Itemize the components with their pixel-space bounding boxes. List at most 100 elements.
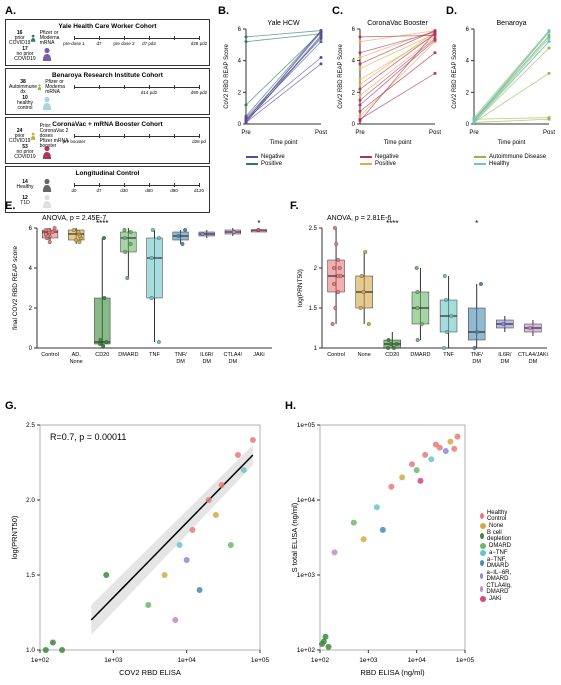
- svg-text:1e+04: 1e+04: [178, 657, 197, 664]
- svg-text:1e+05: 1e+05: [251, 657, 270, 664]
- svg-text:0: 0: [29, 346, 33, 352]
- svg-text:2.0: 2.0: [26, 497, 35, 504]
- svg-text:Post: Post: [429, 130, 441, 136]
- svg-text:DMARD: DMARD: [118, 352, 138, 358]
- svg-text:IL6R/: IL6R/: [498, 352, 512, 358]
- svg-text:DM: DM: [501, 359, 510, 365]
- panel-b: B. Yale HCW0246PrePostTime pointCoV2 RBD…: [218, 5, 328, 168]
- svg-text:CoV2 RBD REAP Score: CoV2 RBD REAP Score: [338, 44, 344, 109]
- svg-text:2: 2: [314, 266, 318, 272]
- svg-text:0: 0: [466, 122, 470, 128]
- svg-text:6: 6: [29, 226, 33, 232]
- svg-text:1: 1: [314, 346, 318, 352]
- svg-text:1e+02: 1e+02: [297, 647, 316, 654]
- svg-text:2: 2: [352, 90, 356, 96]
- svg-text:1e+03: 1e+03: [359, 657, 378, 664]
- panel-f-label: F.: [290, 200, 299, 212]
- svg-text:Time point: Time point: [270, 140, 298, 146]
- svg-text:CD20: CD20: [385, 352, 399, 358]
- svg-text:4: 4: [29, 266, 33, 272]
- cohort-box: Benaroya Research Institute Cohort38Auto…: [5, 68, 210, 115]
- svg-text:Control: Control: [327, 352, 345, 358]
- svg-text:2: 2: [238, 90, 242, 96]
- cohort-box: Yale Health Care Worker Cohort16prior CO…: [5, 19, 210, 66]
- svg-text:Benaroya: Benaroya: [497, 20, 527, 27]
- svg-text:DMARD: DMARD: [410, 352, 430, 358]
- svg-text:4: 4: [352, 59, 356, 65]
- svg-text:TNF: TNF: [443, 352, 454, 358]
- svg-text:None: None: [70, 359, 83, 365]
- svg-text:TNF: TNF: [149, 352, 160, 358]
- panel-c: C. CoronaVac Booster0246PrePostTime poin…: [332, 5, 442, 168]
- svg-text:RBD ELISA (ng/ml): RBD ELISA (ng/ml): [360, 668, 425, 677]
- svg-text:R=0.7, p = 0.00011: R=0.7, p = 0.00011: [50, 432, 126, 442]
- panel-f: F. ANOVA, p = 2.81E-6 1 1.5 2 2.5 log(PRNT50)…: [290, 200, 555, 387]
- svg-text:CD20: CD20: [95, 352, 109, 358]
- svg-text:1e+04: 1e+04: [408, 657, 427, 664]
- panel-h: H. 1e+02 1e+03 1e+04 1e+05 1e+02 1e+03 1e+04 1e…: [285, 400, 475, 682]
- panel-e: E. ANOVA, p = 2.45E-70246final COV2 RBD …: [5, 200, 280, 387]
- panel-b-label: B.: [218, 5, 229, 17]
- svg-text:1e+05: 1e+05: [456, 657, 475, 664]
- svg-text:1e+03: 1e+03: [104, 657, 123, 664]
- svg-text:CoV2 RBD REAP Score: CoV2 RBD REAP Score: [452, 44, 458, 109]
- svg-text:1e+03: 1e+03: [297, 572, 316, 579]
- svg-text:4: 4: [466, 59, 470, 65]
- panel-c-label: C.: [332, 5, 343, 17]
- svg-text:Post: Post: [543, 130, 555, 136]
- panel-d: D. Benaroya 0 2 4 6 Pre Post Time point CoV2 RBD…: [446, 5, 556, 168]
- svg-text:Pre: Pre: [355, 130, 365, 136]
- svg-text:Pre: Pre: [469, 130, 479, 136]
- svg-text:DM: DM: [229, 359, 238, 365]
- panel-a: A. Yale Health Care Worker Cohort16prior…: [5, 5, 210, 215]
- svg-text:2: 2: [466, 90, 470, 96]
- svg-text:0: 0: [238, 122, 242, 128]
- svg-text:Yale HCW: Yale HCW: [267, 20, 300, 27]
- svg-text:6: 6: [238, 27, 242, 33]
- panel-a-label: A.: [5, 5, 16, 17]
- svg-text:1.5: 1.5: [26, 572, 35, 579]
- svg-text:1e+05: 1e+05: [297, 422, 316, 429]
- panel-e-label: E.: [5, 200, 15, 212]
- panel-g-label: G.: [5, 400, 17, 412]
- svg-text:None: None: [358, 352, 371, 358]
- svg-text:2: 2: [29, 306, 33, 312]
- svg-text:AD,: AD,: [72, 352, 82, 358]
- svg-text:IL6R/: IL6R/: [200, 352, 214, 358]
- svg-text:DM: DM: [202, 359, 211, 365]
- svg-text:CTLA4/: CTLA4/: [224, 352, 243, 358]
- svg-text:Time point: Time point: [498, 140, 526, 146]
- svg-text:6: 6: [352, 27, 356, 33]
- svg-text:JAKi: JAKi: [253, 352, 264, 358]
- svg-text:DM: DM: [472, 359, 481, 365]
- svg-text:1e+02: 1e+02: [311, 657, 330, 664]
- svg-text:2.5: 2.5: [309, 226, 318, 232]
- svg-text:ANOVA, p = 2.81E-6: ANOVA, p = 2.81E-6: [327, 215, 391, 222]
- svg-text:****: ****: [96, 219, 108, 228]
- svg-text:Time point: Time point: [384, 140, 412, 146]
- svg-text:final COV2 RBD REAP score: final COV2 RBD REAP score: [12, 246, 19, 330]
- svg-text:6: 6: [466, 27, 470, 33]
- svg-text:Post: Post: [315, 130, 327, 136]
- svg-text:Pre: Pre: [241, 130, 251, 136]
- svg-text:COV2 RBD ELISA: COV2 RBD ELISA: [119, 668, 181, 677]
- svg-text:*: *: [475, 219, 478, 228]
- svg-text:1e+04: 1e+04: [297, 497, 316, 504]
- cohort-box: CoronaVac + mRNA Booster Cohort24prior C…: [5, 117, 210, 164]
- panel-h-label: H.: [285, 400, 296, 412]
- svg-text:DM: DM: [529, 359, 538, 365]
- svg-text:S total ELISA (ng/ml): S total ELISA (ng/ml): [290, 502, 299, 572]
- panel-g: G. R=0.7, p = 0.00011 1e+02 1e+03 1e+04 1e+0…: [5, 400, 275, 682]
- svg-text:log(PRNT50): log(PRNT50): [297, 269, 304, 307]
- svg-text:1.0: 1.0: [26, 647, 35, 654]
- svg-text:0: 0: [352, 122, 356, 128]
- svg-text:1e+02: 1e+02: [31, 657, 50, 664]
- svg-text:1.5: 1.5: [309, 306, 318, 312]
- svg-text:4: 4: [238, 59, 242, 65]
- panel-d-label: D.: [446, 5, 457, 17]
- svg-text:TNF/: TNF/: [174, 352, 187, 358]
- svg-text:CTLA4/JAKi: CTLA4/JAKi: [518, 352, 548, 358]
- svg-text:TNF/: TNF/: [471, 352, 484, 358]
- svg-text:DM: DM: [176, 359, 185, 365]
- svg-text:Control: Control: [41, 352, 59, 358]
